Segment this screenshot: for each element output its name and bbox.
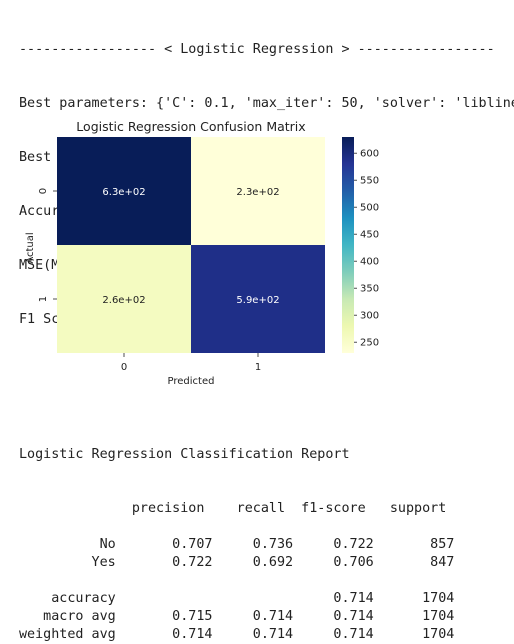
colorbar-ticks: 250 300 350 400 450 500 550 600: [354, 149, 379, 349]
report-line: weighted avg 0.714 0.714 0.714 1704: [19, 627, 455, 642]
report-line: [19, 518, 454, 536]
y-axis-label: Actual: [25, 232, 36, 263]
colorbar-tick-label: 300: [360, 311, 379, 322]
y-tick-label: 1: [38, 296, 49, 302]
cell-annotation: 2.6e+02: [102, 295, 145, 306]
y-tick-label: 0: [38, 188, 49, 194]
best-parameters: Best parameters: {'C': 0.1, 'max_iter': …: [19, 96, 514, 111]
y-axis: 01: [38, 188, 57, 302]
cell-annotation: 5.9e+02: [236, 295, 279, 306]
log-header: ----------------- < Logistic Regression …: [19, 42, 495, 57]
colorbar-tick-label: 600: [360, 149, 379, 160]
cell-annotation: 6.3e+02: [102, 187, 145, 198]
report-line: Yes 0.722 0.692 0.706 847: [19, 555, 455, 570]
heatmap-cell: [191, 137, 325, 245]
cell-annotation: 2.3e+02: [236, 187, 279, 198]
heatmap-cell: [57, 245, 191, 353]
colorbar-tick-label: 550: [360, 176, 379, 187]
colorbar: [342, 137, 354, 353]
heatmap-cell: [57, 137, 191, 245]
heatmap-cell: [191, 245, 325, 353]
report-title: Logistic Regression Classification Repor…: [19, 447, 350, 462]
report-line: precision recall f1-score support: [19, 501, 447, 516]
colorbar-tick-label: 450: [360, 230, 379, 241]
classification-report: Logistic Regression Classification Repor…: [19, 410, 454, 642]
heatmap-cells: 6.3e+02 2.3e+02 2.6e+02 5.9e+02: [57, 137, 325, 353]
x-axis-label: Predicted: [168, 376, 215, 387]
x-tick-label: 1: [255, 362, 261, 373]
report-line: [19, 572, 454, 590]
colorbar-tick-label: 250: [360, 338, 379, 349]
report-line: accuracy 0.714 1704: [19, 591, 455, 606]
report-line: macro avg 0.715 0.714 0.714 1704: [19, 609, 455, 624]
colorbar-tick-label: 400: [360, 257, 379, 268]
report-line: No 0.707 0.736 0.722 857: [19, 537, 455, 552]
chart-title: Logistic Regression Confusion Matrix: [76, 119, 305, 134]
x-tick-label: 0: [121, 362, 127, 373]
colorbar-tick-label: 350: [360, 284, 379, 295]
confusion-matrix-figure: Logistic Regression Confusion Matrix 6.3…: [25, 119, 379, 387]
colorbar-tick-label: 500: [360, 203, 379, 214]
